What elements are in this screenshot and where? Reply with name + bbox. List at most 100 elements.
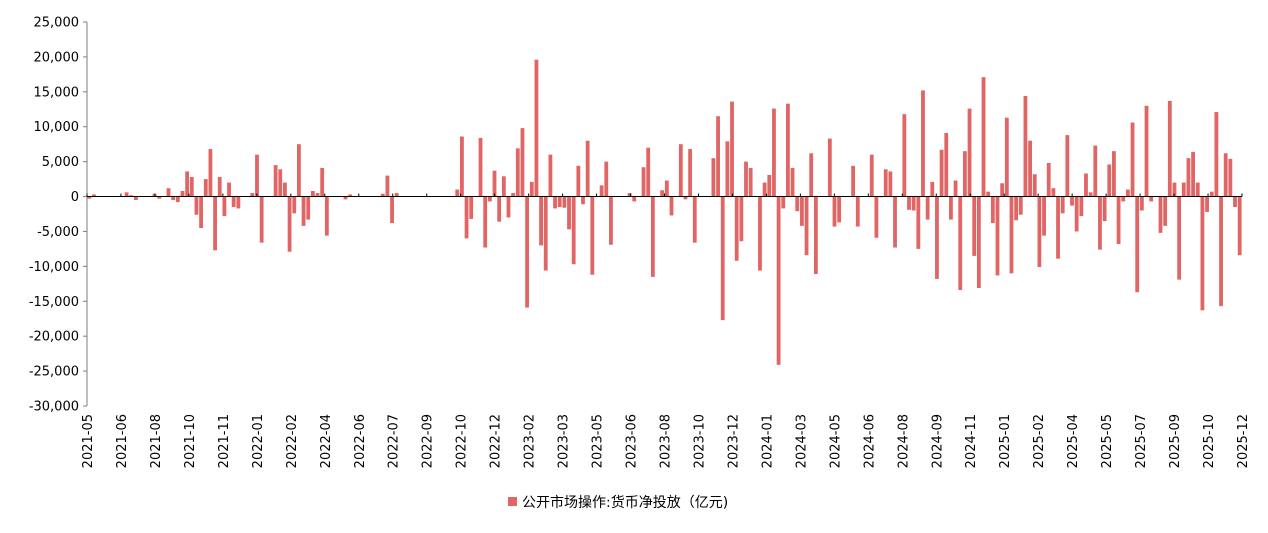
bar xyxy=(231,196,236,208)
bar xyxy=(87,196,92,199)
bar xyxy=(1195,182,1200,197)
x-tick-label: 2025-01 xyxy=(998,414,1013,468)
bar xyxy=(888,171,893,197)
bar xyxy=(1237,196,1242,256)
bar xyxy=(348,194,353,197)
x-tick-label: 2023-06 xyxy=(625,414,640,468)
bar xyxy=(1093,145,1098,197)
bar xyxy=(781,196,786,209)
bar xyxy=(893,196,897,248)
bar xyxy=(995,196,1000,276)
bar xyxy=(581,196,585,205)
bar xyxy=(185,171,190,197)
bar xyxy=(609,196,613,245)
bar xyxy=(1219,196,1223,307)
x-tick-label: 2025-09 xyxy=(1168,414,1183,468)
bar xyxy=(1060,196,1065,214)
bars-group xyxy=(87,59,1242,365)
bar xyxy=(511,193,516,197)
bar xyxy=(259,196,264,243)
bar xyxy=(949,196,953,220)
bar xyxy=(1167,100,1172,197)
bar xyxy=(250,193,255,197)
x-tick-label: 2024-08 xyxy=(896,414,911,468)
bar xyxy=(301,196,306,226)
bar xyxy=(455,189,460,197)
bar xyxy=(166,188,171,197)
bar xyxy=(292,196,297,214)
x-tick-label: 2022-01 xyxy=(251,414,266,468)
y-tick-label: -25,000 xyxy=(29,365,79,380)
bar xyxy=(1042,196,1046,236)
bar xyxy=(720,196,725,321)
bar xyxy=(529,181,534,197)
bar xyxy=(208,149,213,197)
y-tick-label: -30,000 xyxy=(29,400,79,415)
x-tick-label: 2024-03 xyxy=(794,414,809,468)
bar xyxy=(678,144,683,197)
bar xyxy=(953,180,958,197)
y-tick-label: 10,000 xyxy=(34,120,80,135)
bar xyxy=(921,90,925,197)
bar xyxy=(1056,196,1060,259)
bar xyxy=(1074,196,1079,232)
bar xyxy=(343,196,348,200)
bar xyxy=(1181,182,1186,197)
bar xyxy=(460,136,464,197)
bar xyxy=(911,196,916,211)
x-tick-label: 2024-11 xyxy=(964,414,979,468)
bar xyxy=(222,196,227,217)
bar xyxy=(539,196,543,246)
bar xyxy=(562,196,567,208)
bar xyxy=(534,59,539,197)
bar xyxy=(497,196,502,222)
x-tick-label: 2022-12 xyxy=(489,414,504,468)
bar xyxy=(1228,158,1233,197)
bar xyxy=(1233,196,1237,208)
bar xyxy=(306,196,311,220)
bar xyxy=(776,196,781,365)
bar xyxy=(492,170,497,197)
y-tick-label: -20,000 xyxy=(29,330,79,345)
x-tick-label: 2021-11 xyxy=(217,414,232,468)
bar xyxy=(962,151,967,197)
bar xyxy=(692,196,697,243)
x-tick-label: 2022-10 xyxy=(455,414,470,468)
x-tick-label: 2025-02 xyxy=(1032,414,1047,468)
bar xyxy=(1139,196,1144,211)
y-axis-ticks: 25,000 20,000 15,000 10,000 5,000 0 -5,000 -10,… xyxy=(29,16,87,415)
bar xyxy=(990,196,995,224)
bar xyxy=(669,196,674,216)
bar xyxy=(483,196,488,248)
x-tick-label: 2025-04 xyxy=(1066,414,1081,468)
x-tick-label: 2025-12 xyxy=(1236,414,1251,468)
bar xyxy=(851,165,856,197)
bar xyxy=(1149,196,1154,202)
x-axis-ticks: 2021-05 2021-06 2021-08 2021-10 2021-11 2022-… xyxy=(81,193,1251,468)
bar xyxy=(464,196,469,239)
bar xyxy=(902,114,907,197)
bar xyxy=(515,148,520,197)
bar xyxy=(278,169,283,197)
bar xyxy=(543,196,548,271)
bar xyxy=(660,190,665,197)
y-tick-label: -15,000 xyxy=(29,295,79,310)
x-tick-label: 2024-01 xyxy=(760,414,775,468)
bar xyxy=(916,196,921,249)
bar xyxy=(739,196,744,242)
bar xyxy=(1172,182,1177,197)
bar xyxy=(786,103,790,197)
y-tick-label: 20,000 xyxy=(34,50,80,65)
bar xyxy=(664,180,669,197)
y-tick-label: 5,000 xyxy=(42,155,79,170)
bar xyxy=(548,154,553,197)
bar xyxy=(599,185,604,197)
bar xyxy=(525,196,530,308)
bar xyxy=(907,196,911,210)
bar xyxy=(976,196,981,289)
bar xyxy=(520,128,525,197)
bar xyxy=(1023,96,1028,197)
bar xyxy=(1065,135,1070,197)
bar xyxy=(809,153,814,197)
bar xyxy=(1223,153,1228,197)
